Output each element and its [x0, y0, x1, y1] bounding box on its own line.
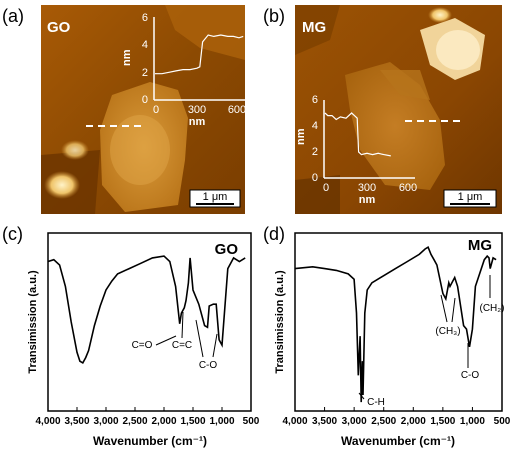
- xtick-label: 500: [243, 416, 260, 427]
- inset-b-xtick-300: 300: [358, 182, 376, 194]
- ftir-mg-annot-ch2: (CH₂): [480, 303, 505, 314]
- ftir-go-frame: [47, 232, 252, 412]
- xtick-label: 3,000: [93, 416, 118, 427]
- xtick-label: 1,500: [180, 416, 205, 427]
- ftir-mg-xticks: 4,000 3,500 3,000 2,500 2,000 1,500 1,000 500: [282, 407, 511, 427]
- xtick-label: 1,000: [460, 416, 485, 427]
- xtick-label: 4,000: [35, 416, 60, 427]
- panel-c-letter: (c): [2, 224, 23, 244]
- xtick-label: 3,500: [64, 416, 89, 427]
- ftir-go-annot-cc: C=C: [172, 340, 192, 351]
- ftir-mg-xlabel: Wavenumber (cm⁻¹): [341, 434, 455, 448]
- ftir-go-xlabel: Wavenumber (cm⁻¹): [93, 434, 207, 448]
- inset-b-ytick-4: 4: [312, 120, 318, 132]
- inset-a-xtick-300: 300: [188, 104, 206, 116]
- inset-b-xtick-0: 0: [323, 182, 329, 194]
- inset-a-ytick-2: 2: [142, 67, 148, 79]
- inset-a-profile-line: [155, 34, 244, 75]
- ftir-go-annot-co-double: C=O: [132, 340, 153, 351]
- xtick-label: 1,000: [209, 416, 234, 427]
- inset-b-ytick-2: 2: [312, 146, 318, 158]
- xtick-label: 3,500: [312, 416, 337, 427]
- xtick-label: 2,000: [151, 416, 176, 427]
- inset-b-ytick-0: 0: [312, 172, 318, 184]
- inset-a-ytick-6: 6: [142, 12, 148, 24]
- mg-sample-label: MG: [302, 19, 326, 36]
- inset-a-ytick-0: 0: [142, 94, 148, 106]
- ftir-go-ylabel: Transimission (a.u.): [27, 270, 39, 374]
- panel-a-letter: (a): [2, 6, 24, 26]
- xtick-label: 1,500: [430, 416, 455, 427]
- xtick-label: 2,000: [401, 416, 426, 427]
- go-scalebar-label: 1 μm: [203, 191, 228, 203]
- inset-b-ylabel: nm: [295, 128, 307, 145]
- inset-a-xtick-600: 600: [228, 104, 246, 116]
- mg-scalebar: [443, 189, 497, 208]
- ftir-go-annot-co-single: C-O: [199, 360, 218, 371]
- inset-b-ytick-6: 6: [312, 94, 318, 106]
- ftir-mg-annot-co: C-O: [461, 370, 480, 381]
- inset-b-xtick-600: 600: [399, 182, 417, 194]
- xtick-label: 3,000: [342, 416, 367, 427]
- ftir-go-sample: GO: [215, 241, 239, 258]
- ftir-mg-ylabel: Transimission (a.u.): [274, 270, 286, 374]
- ftir-chart-go: GO Transimission (a.u.) Wavenumber (cm⁻¹…: [27, 232, 260, 448]
- ftir-mg-sample: MG: [468, 237, 492, 254]
- inset-b-xlabel: nm: [359, 194, 376, 206]
- inset-a-ytick-4: 4: [142, 39, 148, 51]
- go-height-profile-inset: nm 2 4 6 0 0 300 600 nm: [121, 12, 246, 128]
- go-sample-label: GO: [47, 19, 71, 36]
- xtick-label: 500: [494, 416, 511, 427]
- mg-scalebar-label: 1 μm: [458, 191, 483, 203]
- afm-image-mg: MG 1 μm: [295, 5, 502, 214]
- xtick-label: 2,500: [122, 416, 147, 427]
- ftir-mg-spectrum: [294, 246, 497, 403]
- xtick-label: 2,500: [371, 416, 396, 427]
- inset-b-profile-line: [324, 112, 391, 157]
- xtick-label: 4,000: [282, 416, 307, 427]
- ftir-go-spectrum: [47, 255, 246, 365]
- ftir-mg-annot-ch: C-H: [367, 397, 385, 408]
- mg-height-profile-inset: nm 2 4 6 0 0 300 600 nm: [295, 94, 417, 206]
- panel-b-letter: (b): [263, 6, 285, 26]
- afm-image-go: GO 1 μm: [41, 5, 245, 214]
- inset-a-xlabel: nm: [189, 116, 206, 128]
- go-flake: [100, 82, 188, 212]
- ftir-mg-annot-ch3: (CH₃): [435, 326, 460, 337]
- go-scalebar: [189, 189, 241, 208]
- ftir-mg-frame: [294, 232, 503, 412]
- inset-a-ylabel: nm: [121, 49, 133, 66]
- panel-d-letter: (d): [263, 224, 285, 244]
- inset-a-xtick-0: 0: [153, 104, 159, 116]
- ftir-chart-mg: MG Transimission (a.u.) Wavenumber (cm⁻¹…: [274, 232, 511, 448]
- ftir-go-xticks: 4,000 3,500 3,000 2,500 2,000 1,500 1,000 500: [35, 407, 260, 427]
